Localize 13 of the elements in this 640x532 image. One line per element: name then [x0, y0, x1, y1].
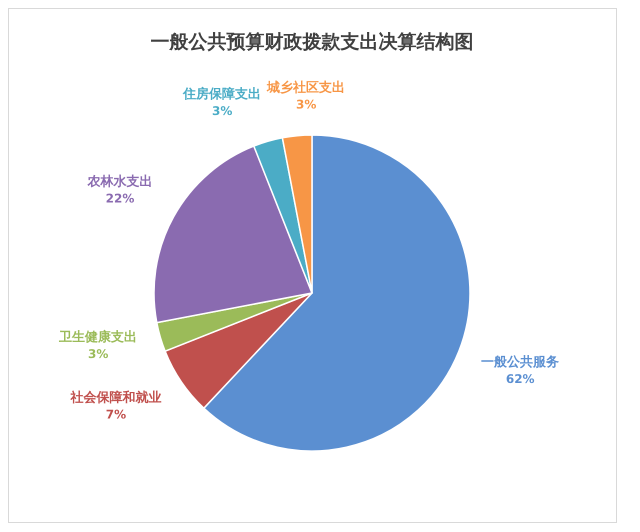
slice-label: 一般公共服务	[481, 355, 560, 370]
chart-title: 一般公共预算财政拨款支出决算结构图	[150, 31, 474, 53]
slice-label: 社会保障和就业	[69, 389, 162, 406]
data-label: 7%	[106, 407, 126, 422]
data-label: 3%	[88, 346, 108, 361]
data-label: 3%	[212, 104, 232, 118]
slice-label: 城乡社区支出	[266, 79, 346, 96]
slice-label: 卫生健康支出	[58, 328, 138, 345]
data-label: 3%	[296, 97, 316, 112]
slice-label: 住房保障支出	[182, 86, 262, 102]
data-label: 22%	[106, 191, 134, 206]
data-label: 62%	[506, 372, 535, 386]
slice-label: 农林水支出	[86, 174, 153, 190]
